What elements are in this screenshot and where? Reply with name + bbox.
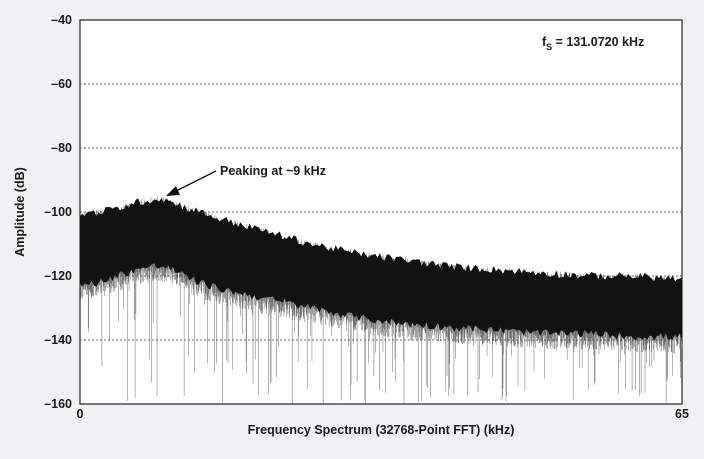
fft-spectrum-band bbox=[80, 198, 682, 341]
y-tick-label: –80 bbox=[51, 141, 72, 155]
annotation-peak: Peaking at ~9 kHz bbox=[166, 164, 326, 196]
y-tick-label: –120 bbox=[44, 269, 72, 283]
y-tick-label: –160 bbox=[44, 397, 72, 411]
y-tick-label: –100 bbox=[44, 205, 72, 219]
x-axis-label: Frequency Spectrum (32768-Point FFT) (kH… bbox=[248, 423, 515, 437]
y-axis-label: Amplitude (dB) bbox=[13, 167, 27, 257]
sampling-frequency-label: fS = 131.0720 kHz bbox=[542, 35, 644, 52]
x-tick-label: 65 bbox=[675, 407, 689, 421]
y-tick-label: –60 bbox=[51, 77, 72, 91]
annotation-peak-arrowhead bbox=[166, 186, 180, 196]
y-tick-label: –40 bbox=[51, 13, 72, 27]
y-tick-label: –140 bbox=[44, 333, 72, 347]
annotation-peak-arrow bbox=[171, 170, 217, 194]
annotation-peak-label: Peaking at ~9 kHz bbox=[220, 164, 326, 178]
x-tick-label: 0 bbox=[77, 407, 84, 421]
